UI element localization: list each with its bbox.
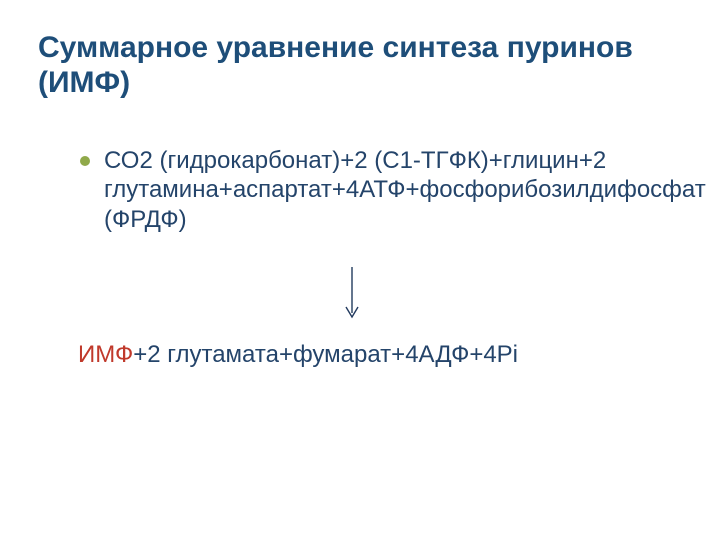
reaction-arrow: [332, 263, 372, 323]
slide-title: Суммарное уравнение синтеза пуринов (ИМФ…: [38, 30, 678, 101]
arrow-down-icon: [342, 265, 362, 321]
slide-body: СО2 (гидрокарбонат)+2 (С1-ТГФК)+глицин+2…: [80, 146, 665, 234]
products-rest: +2 глутамата+фумарат+4АДФ+4Pi: [133, 341, 518, 368]
bullet-item: СО2 (гидрокарбонат)+2 (С1-ТГФК)+глицин+2…: [80, 146, 665, 234]
slide: Суммарное уравнение синтеза пуринов (ИМФ…: [0, 0, 720, 540]
products-highlight: ИМФ: [78, 341, 133, 368]
reactants-text: СО2 (гидрокарбонат)+2 (С1-ТГФК)+глицин+2…: [104, 146, 706, 234]
bullet-dot-icon: [80, 156, 90, 166]
products-line: ИМФ+2 глутамата+фумарат+4АДФ+4Pi: [78, 340, 668, 369]
